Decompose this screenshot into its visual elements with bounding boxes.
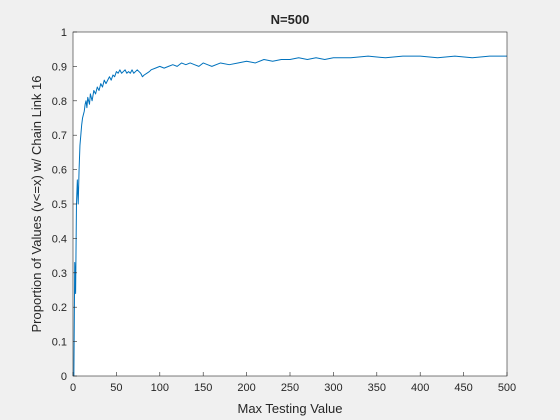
y-tick-label: 0.4: [52, 233, 67, 245]
x-tick-label: 300: [324, 382, 342, 394]
x-tick-label: 0: [70, 382, 76, 394]
x-tick-label: 500: [498, 382, 516, 394]
y-tick-label: 0.6: [52, 165, 67, 177]
x-tick-label: 50: [110, 382, 122, 394]
x-tick-label: 450: [454, 382, 472, 394]
y-tick-label: 0.9: [52, 61, 67, 73]
x-tick-label: 400: [411, 382, 429, 394]
x-axis-label: Max Testing Value: [237, 401, 342, 416]
x-axis-ticks: 0 50 100 150 200 250 300 350 400 450 500: [70, 372, 516, 394]
series-layer: [73, 55, 507, 377]
y-tick-label: 1: [61, 27, 67, 39]
y-tick-label: 0.2: [52, 302, 67, 314]
y-tick-label: 0.1: [52, 337, 67, 349]
x-tick-label: 200: [237, 382, 255, 394]
y-tick-label: 0.3: [52, 268, 67, 280]
chart-title: N=500: [271, 12, 310, 27]
y-tick-label: 0: [61, 371, 67, 383]
y-tick-label: 0.7: [52, 130, 67, 142]
series-line-1: [73, 55, 507, 377]
y-tick-label: 0.5: [52, 199, 67, 211]
x-tick-label: 100: [151, 382, 169, 394]
y-axis-label: Proportion of Values (v<=x) w/ Chain Lin…: [29, 75, 44, 332]
x-tick-label: 250: [281, 382, 299, 394]
y-tick-label: 0.8: [52, 96, 67, 108]
y-axis-ticks: 0 0.1 0.2 0.3 0.4 0.5 0.6 0.7 0.8 0.9 1: [52, 27, 77, 383]
x-tick-label: 150: [194, 382, 212, 394]
plot-area: [73, 32, 507, 376]
x-tick-label: 350: [368, 382, 386, 394]
